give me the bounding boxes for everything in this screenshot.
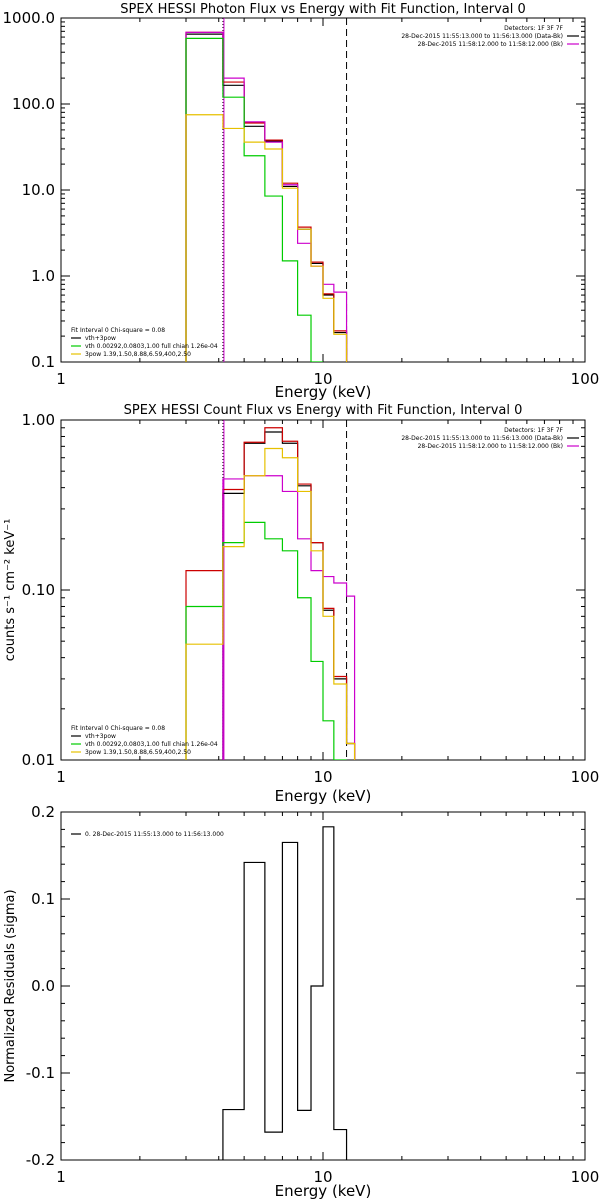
legend-left-text: 3pow 1.39,1.50,8.88,6.59,400,2.50 [85,351,191,358]
x-tick-label: 1 [56,370,66,388]
series-2-histogram [185,427,356,760]
x-tick-label: 10 [313,370,332,388]
x-tick-label: 10 [313,768,332,786]
plot-frame [60,17,586,363]
legend-right-text: 28-Dec-2015 11:55:13.000 to 11:56:13.000… [401,435,563,442]
y-tick-label: -0.2 [26,1151,55,1169]
legend-left-text: vth 0.00292,0.0803,1.00 full chian 1.26e… [85,741,218,748]
series-3-histogram [222,475,356,760]
legend-right-text: 28-Dec-2015 11:55:13.000 to 11:56:13.000… [401,33,563,40]
y-tick-label: 0.10 [22,581,55,599]
series-1-histogram [222,431,356,760]
y-tick-label: 1.0 [31,267,55,285]
legend-left-text: vth+3pow [85,335,116,342]
series-1-histogram [222,826,348,1160]
legend-right-text: 28-Dec-2015 11:58:12.000 to 11:58:12.000… [418,443,563,450]
y-tick-label: 0.01 [22,751,55,769]
series-5-histogram [185,114,348,362]
legend-right-text: Detectors: 1F 3F 7F [504,427,563,434]
x-tick-label: 100 [571,1168,600,1186]
y-tick-label: 0.1 [31,353,55,371]
y-tick-label: 1000.0 [3,9,56,27]
x-tick-label: 10 [313,1168,332,1186]
legend-left-text: 0. 28-Dec-2015 11:55:13.000 to 11:56:13.… [85,831,224,838]
y-tick-label: 0.1 [31,890,55,908]
x-tick-label: 100 [571,768,600,786]
legend-right-text: Detectors: 1F 3F 7F [504,25,563,32]
series-1-histogram [185,33,348,362]
y-tick-label: 10.0 [22,181,55,199]
series-5-histogram [185,447,356,760]
series-3-histogram [185,31,348,362]
legend-left-text: vth+3pow [85,733,116,740]
chart-panel-2: 1 10 100 0.01 0.10 1.00 SPEX HESSI Count Flux … [3,403,599,805]
legend-left-text: 3pow 1.39,1.50,8.88,6.59,400,2.50 [85,749,191,756]
legend-right-text: 28-Dec-2015 11:58:12.000 to 11:58:12.000… [418,41,563,48]
x-tick-label: 100 [571,370,600,388]
series-2-histogram [185,31,348,362]
chart-title: SPEX HESSI Count Flux vs Energy with Fit… [124,403,523,418]
x-axis-label: Energy (keV) [275,1182,372,1200]
y-axis-label: counts s⁻¹ cm⁻² keV⁻¹ [3,519,18,662]
legend-left-text: vth 0.00292,0.0803,1.00 full chian 1.26e… [85,343,218,350]
legend-left-text: Fit Interval 0 Chi-square = 0.08 [71,725,165,732]
legend-left-text: Fit Interval 0 Chi-square = 0.08 [71,327,165,334]
x-axis-label: Energy (keV) [275,383,372,401]
y-tick-label: 0.0 [31,977,55,995]
series-4-histogram [185,37,323,362]
series-4-histogram [185,521,347,760]
x-tick-label: 1 [56,1168,66,1186]
x-tick-label: 1 [56,768,66,786]
chart-panel-3: 1 10 100 -0.2 -0.1 0.0 0.1 0.2 Energy (keV) Norma… [3,803,599,1200]
x-axis-label: Energy (keV) [275,787,372,805]
chart-title: SPEX HESSI Photon Flux vs Energy with Fi… [120,2,526,17]
y-axis-label: Normalized Residuals (sigma) [3,889,18,1082]
chart-panel-1: 1 10 100 0.1 1.0 10.0 100.0 1000.0 SPEX HESSI Ph… [3,2,600,401]
y-tick-label: -0.1 [26,1064,55,1082]
y-tick-label: 100.0 [12,95,55,113]
y-tick-label: 0.2 [31,803,55,821]
y-tick-label: 1.00 [22,411,55,429]
